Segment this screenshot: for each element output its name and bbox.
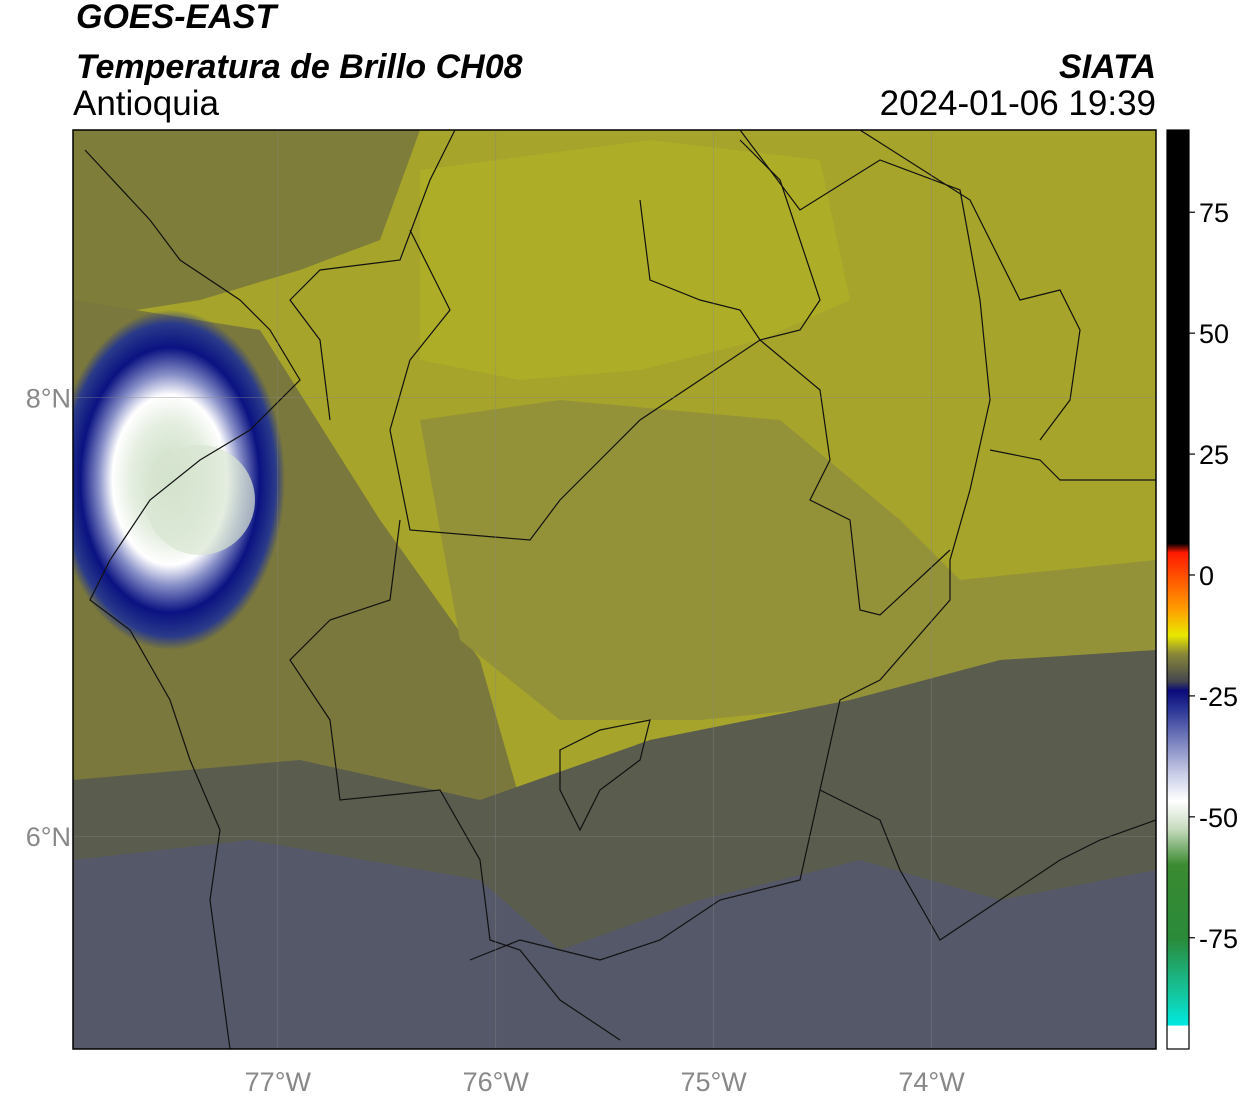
datetime-label: 2024-01-06 19:39 bbox=[880, 84, 1156, 123]
product-title: Temperatura de Brillo CH08 bbox=[76, 48, 523, 86]
colorbar-tick-label: 0 bbox=[1199, 561, 1214, 591]
x-tick-label: 77°W bbox=[245, 1067, 312, 1097]
x-tick-label: 75°W bbox=[680, 1067, 747, 1097]
colorbar-tick-label: 75 bbox=[1199, 198, 1229, 228]
source-label: SIATA bbox=[1059, 48, 1156, 86]
y-tick-label: 6°N bbox=[26, 822, 71, 852]
x-tick-label: 74°W bbox=[898, 1067, 965, 1097]
y-tick-label: 8°N bbox=[26, 384, 71, 414]
colorbar-tick-label: 25 bbox=[1199, 440, 1229, 470]
colorbar-tick-label: -25 bbox=[1199, 682, 1238, 712]
colorbar-tick-label: -75 bbox=[1199, 924, 1238, 954]
map-frame bbox=[72, 129, 1157, 1050]
map-image bbox=[73, 130, 1156, 1049]
colorbar-tick-label: 50 bbox=[1199, 319, 1229, 349]
colorbar-tick-label: -50 bbox=[1199, 803, 1238, 833]
region-label: Antioquia bbox=[73, 84, 219, 123]
x-tick-label: 76°W bbox=[463, 1067, 530, 1097]
colorbar bbox=[1166, 129, 1190, 1050]
satellite-title: GOES-EAST bbox=[76, 0, 279, 36]
